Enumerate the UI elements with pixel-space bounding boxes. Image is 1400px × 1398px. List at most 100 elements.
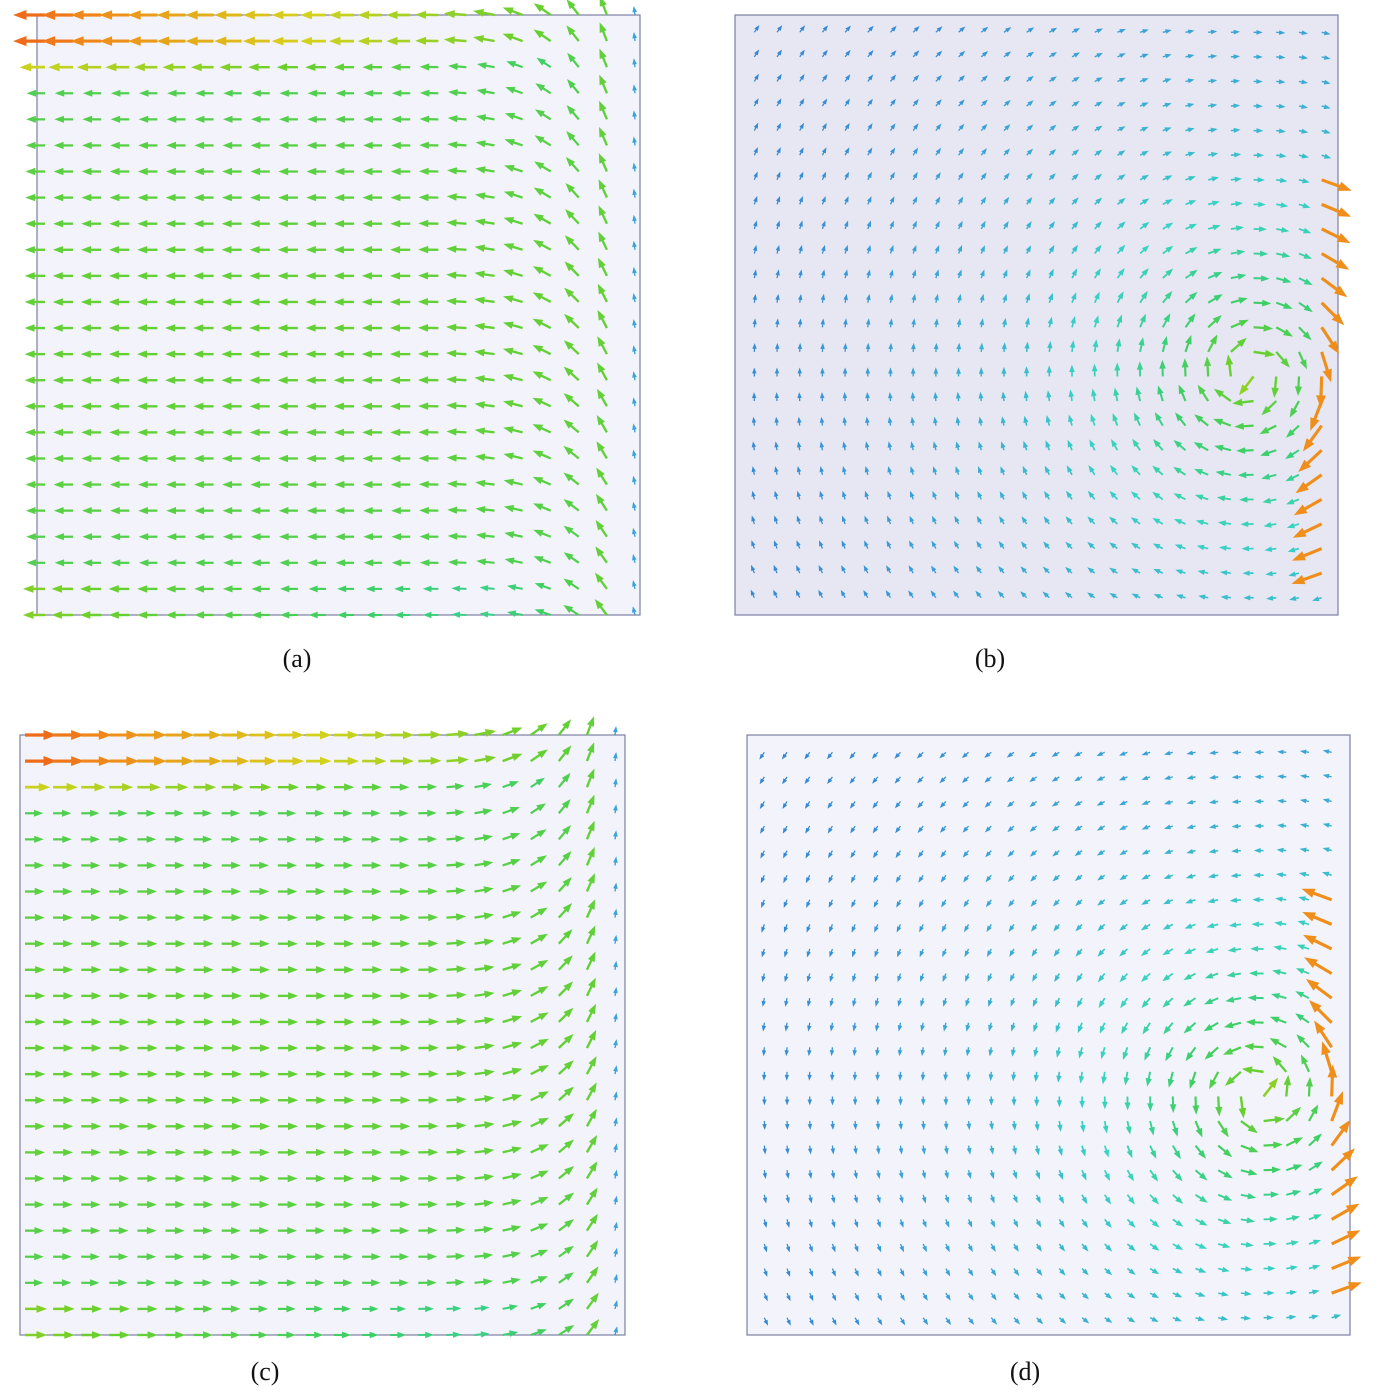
velocity-arrow-head [1030,900,1037,907]
velocity-arrow-head [1175,412,1183,422]
velocity-arrow-head [137,350,147,358]
velocity-arrow-head [110,141,120,150]
velocity-arrow-head [483,912,494,920]
velocity-arrow-head [899,1270,905,1277]
velocity-arrow-head [343,1227,354,1235]
velocity-arrow-head [1217,520,1226,527]
velocity-arrow-head [908,565,914,572]
velocity-arrow-head [1295,968,1305,975]
velocity-arrow-head [807,1025,812,1032]
velocity-arrow-head [1302,202,1311,209]
velocity-arrow-head [193,402,204,411]
velocity-arrow-head [1198,594,1206,600]
velocity-arrow-head [944,1172,949,1180]
velocity-arrow-head [1241,545,1249,552]
velocity-arrow-head [232,1070,243,1078]
velocity-arrow-head [1161,335,1168,346]
velocity-arrow-head [1231,823,1239,829]
velocity-arrow-head [852,951,857,958]
velocity-arrow-head [390,220,401,228]
velocity-arrow-head [54,533,64,541]
velocity-arrow-head [991,1318,998,1325]
velocity-arrow-head [799,49,805,56]
velocity-arrow-head [1162,1000,1171,1008]
velocity-arrow-head [193,428,204,437]
velocity-arrow-head [761,926,766,933]
velocity-arrow-head [565,209,575,219]
velocity-arrow-head [1259,250,1269,257]
velocity-arrow-head [567,79,576,89]
velocity-arrow-head [955,416,961,424]
velocity-arrow-head [532,371,544,380]
velocity-arrow-head [372,1018,383,1026]
velocity-arrow-head [26,89,37,97]
velocity-arrow-head [1187,313,1196,323]
velocity-arrow-head [1221,1266,1230,1273]
velocity-arrow-head [1322,773,1330,779]
velocity-arrow-head [476,88,487,96]
velocity-arrow-head [343,861,354,870]
velocity-arrow-head [1073,52,1080,58]
velocity-arrow-head [965,1049,971,1057]
velocity-arrow-head [278,167,289,176]
velocity-arrow-head [1210,78,1218,84]
velocity-arrow-head [1203,1024,1213,1032]
velocity-arrow-head [537,723,548,733]
velocity-arrow-head [828,876,833,884]
velocity-arrow-head [867,147,873,154]
velocity-arrow-head [537,749,548,759]
velocity-arrow-head [427,1226,438,1235]
velocity-arrow-head [13,10,27,20]
velocity-arrow-head [1192,1105,1200,1115]
velocity-arrow-head [897,950,902,958]
velocity-arrow-head [854,1319,860,1326]
velocity-arrow-head [1082,1268,1089,1276]
velocity-arrow-head [278,141,289,150]
velocity-arrow-head [316,783,327,791]
velocity-arrow-head [1222,1218,1232,1225]
velocity-arrow-head [13,36,27,47]
velocity-arrow-head [841,540,846,547]
velocity-arrow-head [984,777,991,783]
velocity-arrow-head [375,756,387,766]
velocity-arrow-head [1059,1317,1067,1324]
velocity-arrow-head [867,123,873,130]
velocity-arrow-head [509,1304,519,1311]
velocity-arrow-head [334,220,344,228]
velocity-arrow-head [484,964,495,972]
velocity-arrow-head [344,1070,355,1078]
velocity-arrow-head [428,1200,438,1209]
velocity-arrow-head [564,1272,574,1281]
velocity-arrow-head [1223,1047,1234,1055]
velocity-arrow-head [1269,1038,1280,1046]
velocity-arrow-head [805,827,810,834]
velocity-arrow-head [978,466,983,474]
velocity-arrow-head [1198,1267,1207,1273]
velocity-arrow-head [820,342,825,349]
velocity-arrow-head [181,756,195,766]
velocity-arrow-head [1251,921,1259,928]
velocity-arrow-head [830,1172,836,1180]
velocity-arrow-head [81,246,91,254]
velocity-arrow-head [1135,386,1142,396]
velocity-arrow-head [81,220,92,228]
velocity-arrow-head [1103,1149,1109,1158]
velocity-arrow-head [864,466,870,473]
velocity-arrow-head [894,777,901,784]
velocity-arrow-head [165,428,176,437]
velocity-arrow-head [798,171,804,178]
velocity-arrow-head [214,10,227,20]
velocity-arrow-head [271,36,284,46]
velocity-arrow-head [119,940,130,948]
velocity-arrow-head [258,1305,269,1313]
velocity-arrow-head [506,61,517,68]
velocity-arrow-head [1302,331,1312,341]
velocity-arrow-head [63,1148,74,1157]
velocity-arrow-head [237,730,250,740]
velocity-arrow-head [167,559,177,567]
velocity-arrow-head [797,441,802,448]
velocity-arrow-head [890,50,897,56]
velocity-arrow-head [92,1305,103,1313]
velocity-arrow-head [921,1123,926,1131]
velocity-arrow-head [1012,1147,1017,1155]
